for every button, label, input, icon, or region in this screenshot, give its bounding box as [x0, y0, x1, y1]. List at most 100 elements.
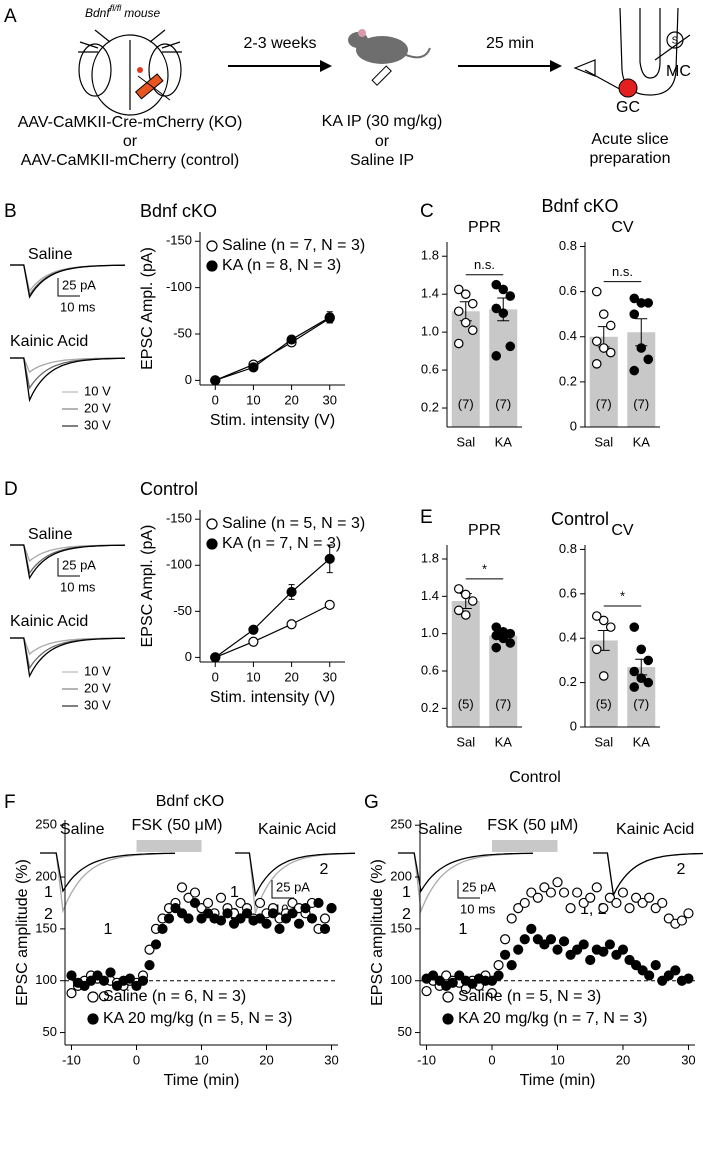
- data-point: [624, 903, 635, 914]
- group-title: Bdnf cKO: [156, 793, 224, 810]
- data-point: [66, 970, 77, 981]
- data-point: [591, 286, 602, 297]
- x-tick-label: 20: [284, 669, 298, 684]
- data-point: [491, 351, 502, 361]
- legend-marker: [206, 260, 218, 272]
- data-point: [637, 897, 648, 909]
- data-point: [170, 903, 181, 914]
- data-point: [493, 970, 504, 981]
- y-tick-label: 0.8: [559, 541, 577, 556]
- y-axis-label: EPSC amplitude (%): [14, 859, 31, 1006]
- data-point: [505, 638, 516, 648]
- group-title: Control: [551, 509, 609, 529]
- y-axis-label: EPSC amplitude (%): [369, 859, 386, 1006]
- allele: fl/fl: [110, 3, 123, 13]
- data-point: [286, 619, 297, 630]
- granule-cell: [618, 78, 638, 98]
- trace-label: Saline: [60, 821, 105, 838]
- data-point: [591, 644, 602, 655]
- y-tick-label: 100: [390, 972, 412, 987]
- data-point: [215, 915, 227, 926]
- data-point: [565, 903, 576, 914]
- panel-label: D: [4, 479, 18, 500]
- data-point: [643, 298, 654, 308]
- y-tick-label: -150: [166, 511, 192, 526]
- data-point: [683, 973, 694, 984]
- slice-schematic: [573, 7, 691, 96]
- data-point: [183, 913, 194, 924]
- scale-label: 25 pA: [276, 879, 310, 894]
- x-tick-label: 30: [681, 1052, 695, 1067]
- arrowhead: [550, 60, 562, 72]
- x-axis-label: Stim. intensity (V): [210, 689, 335, 706]
- trace: [40, 852, 176, 914]
- chart-title: Control: [140, 479, 198, 499]
- y-tick-label: 1.4: [421, 286, 439, 301]
- scale-label: 25 pA: [62, 557, 96, 572]
- data-point: [189, 887, 201, 898]
- data-point: [427, 970, 439, 981]
- trace: [10, 264, 126, 299]
- data-point: [85, 975, 97, 986]
- data-point: [629, 682, 640, 692]
- y-tick-label: 150: [390, 920, 412, 935]
- x-tick-label: KA: [495, 434, 513, 449]
- data-point: [526, 887, 537, 898]
- trace-label: Kainic Acid: [616, 821, 694, 838]
- data-point: [598, 671, 609, 681]
- data-point: [261, 918, 272, 929]
- data-point: [280, 913, 292, 924]
- x-tick-label: Sal: [594, 734, 613, 749]
- y-tick-label: 50: [398, 1024, 412, 1039]
- data-point: [254, 913, 266, 924]
- trace-label: Saline: [418, 821, 463, 838]
- data-point: [163, 913, 175, 924]
- y-tick-label: 250: [390, 817, 412, 832]
- data-point: [202, 908, 214, 919]
- data-point: [598, 309, 609, 319]
- data-point: [248, 362, 259, 373]
- y-tick-label: 0: [185, 649, 192, 664]
- data-point: [453, 584, 464, 594]
- injection-saline: Saline IP: [350, 152, 414, 169]
- data-point: [235, 913, 246, 924]
- legend-label: KA (n = 7, N = 3): [222, 535, 341, 552]
- trace: [10, 544, 126, 580]
- data-point: [491, 303, 502, 314]
- significance-label: n.s.: [474, 257, 495, 272]
- phase-label: 1: [459, 921, 468, 938]
- data-point: [319, 913, 331, 924]
- y-tick-label: 1.8: [421, 550, 439, 565]
- data-point: [196, 903, 207, 914]
- data-point: [202, 897, 214, 909]
- data-point: [605, 320, 616, 331]
- data-point: [157, 923, 168, 934]
- data-point: [663, 913, 674, 924]
- n-label: (7): [495, 696, 511, 711]
- injection-site: [137, 67, 143, 73]
- data-point: [498, 633, 509, 644]
- data-point: [235, 897, 246, 909]
- x-tick-label: Sal: [456, 734, 475, 749]
- group-title: Control: [509, 769, 561, 786]
- legend-marker: [206, 518, 218, 530]
- data-point: [326, 903, 337, 914]
- data-point: [617, 887, 629, 898]
- y-tick-label: 0.6: [559, 283, 577, 298]
- data-point: [137, 975, 149, 986]
- significance-label: *: [620, 588, 625, 603]
- data-point: [605, 347, 616, 358]
- data-point: [98, 991, 110, 1002]
- data-point: [274, 923, 285, 934]
- data-point: [447, 977, 458, 988]
- data-point: [144, 960, 155, 971]
- legend-label: Saline (n = 5, N = 3): [458, 988, 601, 1005]
- trace-mark: 2: [44, 906, 53, 923]
- data-point: [287, 908, 298, 919]
- data-point: [572, 887, 583, 898]
- legend-label: 10 V: [84, 383, 111, 398]
- data-point: [676, 915, 688, 926]
- legend-label: Saline (n = 5, N = 3): [222, 515, 365, 532]
- mouse-word: mouse: [124, 6, 160, 20]
- scale-bar: [57, 278, 80, 297]
